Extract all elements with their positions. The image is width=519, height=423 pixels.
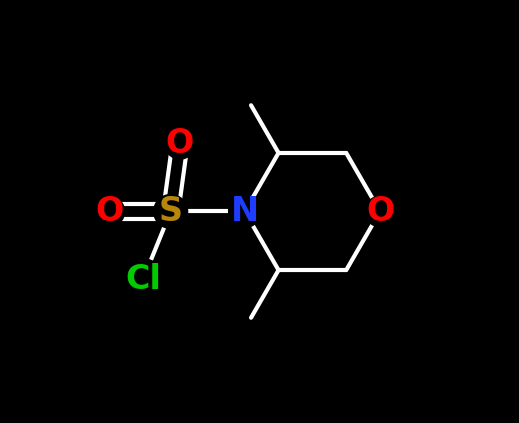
Text: O: O (95, 195, 124, 228)
Circle shape (123, 259, 163, 299)
Text: S: S (159, 195, 183, 228)
Circle shape (154, 195, 187, 228)
Circle shape (94, 196, 125, 227)
Circle shape (165, 129, 195, 159)
Text: N: N (230, 195, 259, 228)
Text: O: O (166, 127, 194, 160)
Circle shape (229, 195, 261, 228)
Circle shape (365, 196, 395, 227)
Text: Cl: Cl (125, 263, 161, 296)
Text: O: O (366, 195, 394, 228)
